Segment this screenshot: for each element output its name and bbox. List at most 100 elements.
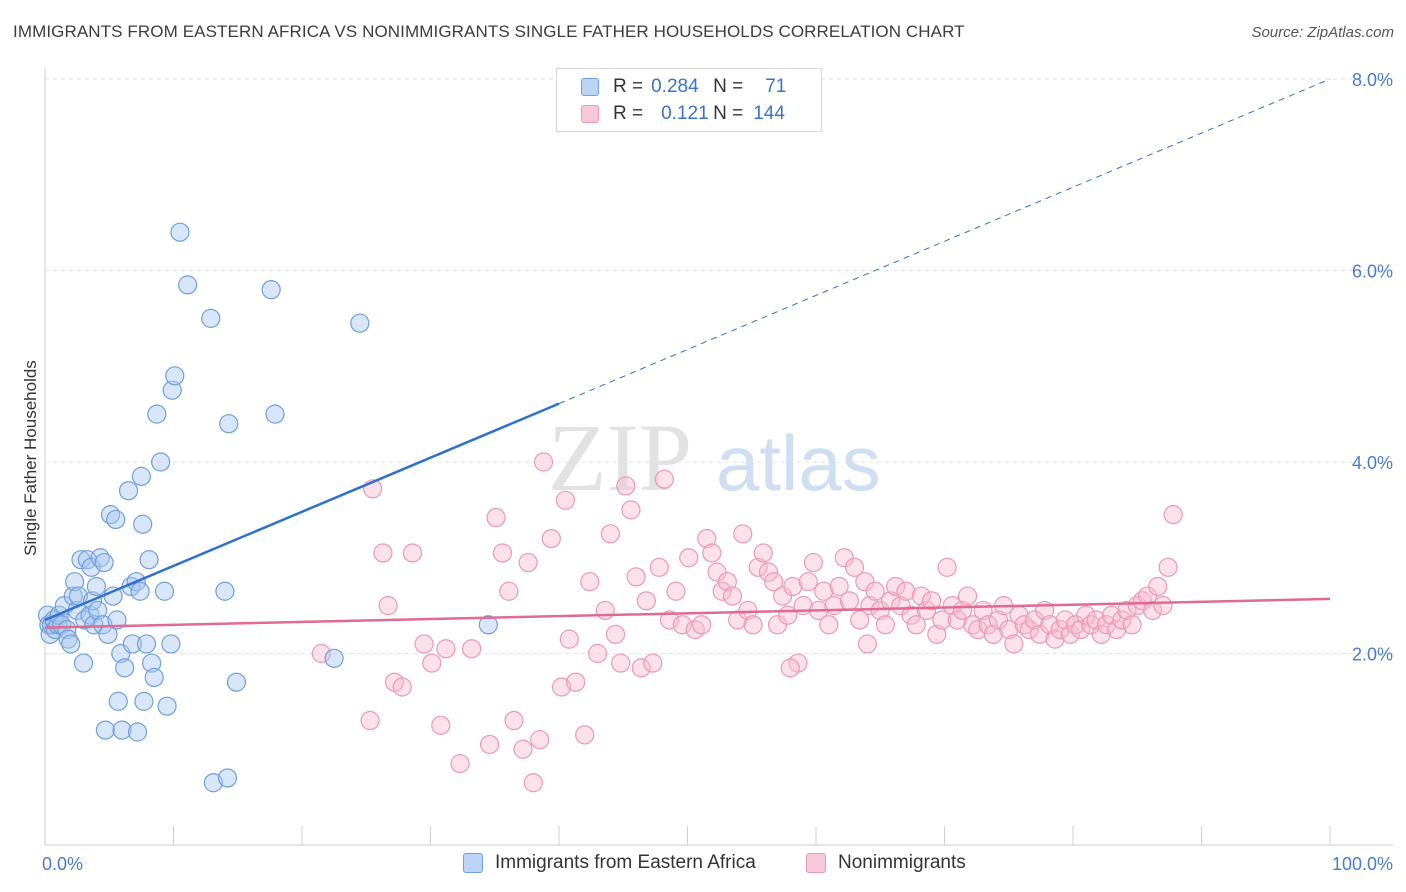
y-tick-label-2: 6.0%	[1352, 262, 1393, 282]
eastern-africa-point-28	[93, 615, 113, 635]
nonimmigrants-point-57	[733, 524, 753, 544]
nonimmigrants-point-36	[616, 476, 636, 496]
eastern-africa-point-14	[64, 572, 85, 592]
legend-r-value: 0.121	[661, 103, 709, 124]
nonimmigrants-point-13	[462, 639, 482, 659]
nonimmigrants-point-54	[717, 572, 737, 592]
eastern-africa-point-38	[112, 720, 132, 740]
eastern-africa-point-50	[139, 550, 159, 570]
source-credit: Source: ZipAtlas.com	[1251, 24, 1394, 41]
nonimmigrants-point-91	[906, 615, 926, 635]
nonimmigrants-point-6	[392, 677, 412, 697]
watermark-atlas: atlas	[716, 419, 881, 507]
eastern-africa-point-72	[478, 615, 498, 635]
y-tick-label-1: 4.0%	[1352, 453, 1393, 473]
nonimmigrants-point-38	[626, 567, 646, 587]
nonimmigrants-point-28	[566, 672, 586, 692]
legend-label: Immigrants from Eastern Africa	[495, 852, 756, 873]
nonimmigrants-point-63	[763, 572, 784, 592]
eastern-africa-point-54	[151, 452, 171, 472]
eastern-africa-point-39	[115, 658, 135, 678]
nonimmigrants-point-95	[927, 624, 947, 644]
nonimmigrants-point-49	[692, 615, 712, 635]
eastern-africa-point-57	[161, 634, 181, 654]
series-legend: Immigrants from Eastern Africa Nonimmigr…	[0, 852, 1406, 878]
eastern-africa-point-55	[154, 581, 175, 601]
nonimmigrants-point-39	[631, 658, 651, 678]
nonimmigrants-point-76	[829, 576, 849, 597]
legend-row-nonimmigrants: R = 0.121 N = 144	[581, 101, 785, 127]
eastern-africa-point-25	[86, 576, 107, 597]
eastern-africa-point-62	[201, 308, 221, 328]
nonimmigrants-point-37	[621, 500, 641, 520]
nonimmigrants-point-0	[311, 643, 331, 664]
nonimmigrants-point-115	[1029, 624, 1050, 644]
x-tick-label-max: 100.0%	[1332, 854, 1393, 874]
legend-r-value: 0.284	[651, 76, 699, 97]
nonimmigrants-point-14	[480, 734, 500, 755]
nonimmigrants-point-17	[499, 581, 519, 601]
nonimmigrants-point-45	[666, 581, 686, 601]
nonimmigrants-point-50	[697, 528, 717, 549]
nonimmigrants-point-33	[600, 524, 621, 544]
eastern-africa-point-70	[324, 648, 344, 668]
legend-swatch-pink	[806, 853, 826, 873]
nonimmigrants-point-93	[916, 600, 937, 621]
nonimmigrants-point-16	[492, 543, 513, 563]
nonimmigrants-point-10	[431, 715, 451, 735]
eastern-africa-point-66	[219, 414, 239, 434]
eastern-africa-point-30	[95, 720, 115, 740]
nonimmigrants-point-120	[1055, 610, 1075, 630]
nonimmigrants-point-4	[378, 596, 398, 616]
nonimmigrants-point-55	[722, 586, 743, 606]
nonimmigrants-point-140	[1158, 557, 1178, 577]
nonimmigrants-point-64	[767, 615, 788, 635]
nonimmigrants-point-42	[649, 557, 669, 577]
nonimmigrants-point-74	[819, 615, 839, 635]
eastern-africa-point-18	[73, 653, 94, 673]
nonimmigrants-point-23	[533, 452, 554, 472]
eastern-africa-point-56	[157, 696, 177, 716]
eastern-africa-point-49	[136, 634, 157, 654]
eastern-africa-point-68	[261, 280, 281, 300]
eastern-africa-point-47	[133, 514, 153, 534]
nonimmigrants-point-65	[772, 586, 793, 606]
eastern-africa-point-36	[108, 691, 128, 711]
eastern-africa-point-26	[88, 600, 108, 621]
nonimmigrants-point-22	[530, 730, 550, 750]
nonimmigrants-point-11	[436, 639, 456, 659]
eastern-africa-point-53	[147, 404, 167, 424]
nonimmigrants-point-41	[643, 653, 663, 673]
nonimmigrants-point-7	[402, 543, 423, 563]
grid-lines	[45, 78, 1393, 654]
nonimmigrants-point-8	[414, 634, 434, 654]
nonimmigrants-point-106	[983, 624, 1003, 644]
nonimmigrants-point-123	[1071, 619, 1091, 640]
nonimmigrants-point-101	[958, 586, 978, 606]
y-tick-label-3: 8.0%	[1352, 70, 1393, 90]
nonimmigrants-point-27	[559, 629, 579, 649]
nonimmigrants-point-52	[707, 562, 727, 582]
nonimmigrants-point-12	[450, 754, 470, 774]
nonimmigrants-point-60	[748, 557, 768, 577]
nonimmigrants-point-24	[541, 528, 561, 549]
nonimmigrants-point-44	[659, 610, 680, 630]
legend-r-label: R =	[613, 76, 644, 97]
nonimmigrants-point-117	[1040, 615, 1060, 635]
legend-item-eastern-africa: Immigrants from Eastern Africa	[463, 852, 756, 874]
nonimmigrants-point-20	[518, 552, 538, 573]
nonimmigrants-point-131	[1112, 610, 1132, 630]
eastern-africa-point-67	[226, 672, 247, 692]
stats-legend: R = 0.284 N = 71 R = 0.121 N = 144	[556, 68, 822, 132]
nonimmigrants-point-105	[978, 615, 998, 635]
legend-n-label: N =	[713, 76, 744, 97]
y-tick-label-0: 2.0%	[1352, 645, 1393, 665]
nonimmigrants-point-1	[360, 710, 380, 731]
nonimmigrants-point-51	[702, 543, 722, 563]
nonimmigrants-point-47	[679, 548, 699, 568]
nonimmigrants-point-129	[1101, 605, 1122, 625]
nonimmigrants-point-128	[1096, 615, 1117, 635]
legend-row-eastern-africa: R = 0.284 N = 71	[581, 74, 786, 100]
nonimmigrants-point-85	[875, 615, 895, 635]
legend-n-value: 144	[753, 103, 785, 124]
